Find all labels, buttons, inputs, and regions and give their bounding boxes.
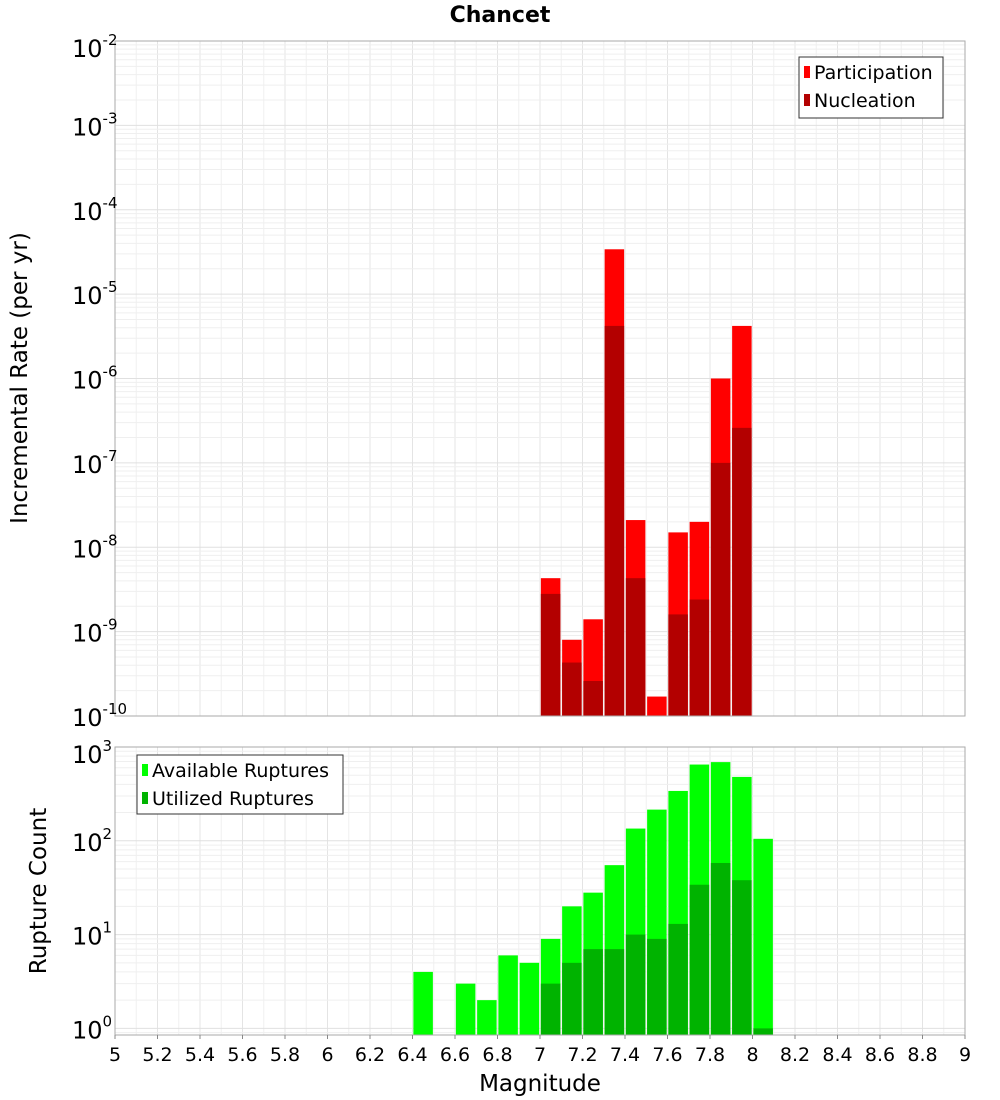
legend-label: Available Ruptures (152, 760, 329, 782)
series-nucleation (540, 325, 752, 716)
legend-swatch (142, 792, 148, 804)
bar (625, 578, 646, 716)
x-tick-label: 7.4 (610, 1044, 640, 1066)
x-tick-label: 6 (321, 1044, 333, 1066)
bar (753, 838, 773, 1035)
y-tick-label: 10-10 (72, 700, 127, 732)
rate-panel: 10-10 10-9 10-8 10-7 10-6 10-5 10-4 10-3 10-2 Par… (72, 31, 966, 732)
x-tick-label: 9 (959, 1044, 971, 1066)
bar (732, 880, 752, 1035)
plot-frame (114, 40, 966, 717)
bar (540, 983, 561, 1035)
bar (604, 325, 625, 716)
legend-swatch (142, 764, 148, 776)
legend-label: Nucleation (814, 90, 916, 112)
series-utilized-ruptures (540, 862, 773, 1035)
bar (710, 862, 731, 1035)
x-tick-label: 8.8 (907, 1044, 937, 1066)
bar (583, 680, 603, 716)
x-axis-label: Magnitude (479, 1071, 601, 1097)
x-tick-label: 6.8 (482, 1044, 512, 1066)
y-tick-label: 10-2 (72, 31, 118, 63)
x-tick-label: 6.6 (440, 1044, 470, 1066)
x-tick-label: 5.6 (227, 1044, 257, 1066)
x-tick-label: 7.6 (652, 1044, 682, 1066)
legend: Available Ruptures Utilized Ruptures (136, 754, 344, 815)
y-tick-label: 10-8 (72, 531, 118, 563)
legend-label: Utilized Ruptures (152, 788, 314, 810)
bar (604, 949, 625, 1035)
y-tick-label: 10-7 (72, 447, 118, 479)
bar (647, 696, 667, 716)
x-tick-label: 5 (109, 1044, 121, 1066)
bar (583, 949, 603, 1035)
bar (668, 923, 688, 1035)
y-tick-label: 102 (72, 825, 112, 857)
bar (689, 884, 710, 1035)
bar (732, 427, 752, 716)
x-tick-label: 8.6 (865, 1044, 895, 1066)
bar (647, 938, 667, 1035)
count-y-axis-label: Rupture Count (26, 808, 52, 974)
y-tick-label: 10-5 (72, 278, 118, 310)
bar (710, 462, 731, 716)
bar (455, 983, 476, 1035)
x-tick-label: 7 (534, 1044, 546, 1066)
bar (625, 934, 646, 1035)
legend-box (136, 754, 344, 815)
legend-swatch (804, 94, 810, 106)
x-tick-label: 7.8 (695, 1044, 725, 1066)
legend: Participation Nucleation (798, 56, 944, 119)
chart-title: Chancet (450, 3, 551, 28)
x-tick-label: 5.8 (270, 1044, 300, 1066)
y-tick-label: 10-4 (72, 194, 118, 226)
x-tick-label: 8.2 (780, 1044, 810, 1066)
bar (477, 1000, 497, 1035)
bar (413, 971, 433, 1035)
legend-label: Participation (814, 62, 933, 84)
y-tick-label: 100 (72, 1012, 112, 1044)
x-tick-label: 7.2 (567, 1044, 597, 1066)
x-tick-label: 6.2 (355, 1044, 385, 1066)
x-tick-label: 6.4 (397, 1044, 427, 1066)
rate-y-axis-label: Incremental Rate (per yr) (7, 232, 33, 524)
bar (668, 614, 688, 716)
bar (562, 962, 582, 1035)
bar (753, 1028, 773, 1035)
y-tick-label: 10-6 (72, 363, 118, 395)
x-tick-label: 8 (746, 1044, 758, 1066)
bar (689, 599, 710, 716)
legend-box (798, 56, 944, 119)
bar (498, 955, 518, 1035)
grid (114, 41, 966, 717)
bar (562, 662, 582, 716)
legend-swatch (804, 66, 810, 78)
x-tick-label: 5.2 (142, 1044, 172, 1066)
y-tick-label: 10-3 (72, 109, 118, 141)
x-tick-label: 8.4 (822, 1044, 852, 1066)
y-tick-label: 103 (72, 737, 112, 769)
y-tick-label: 101 (72, 919, 112, 951)
bar (540, 593, 561, 716)
x-tick-label: 5.4 (185, 1044, 215, 1066)
bar (519, 962, 540, 1035)
y-tick-label: 10-9 (72, 616, 118, 648)
